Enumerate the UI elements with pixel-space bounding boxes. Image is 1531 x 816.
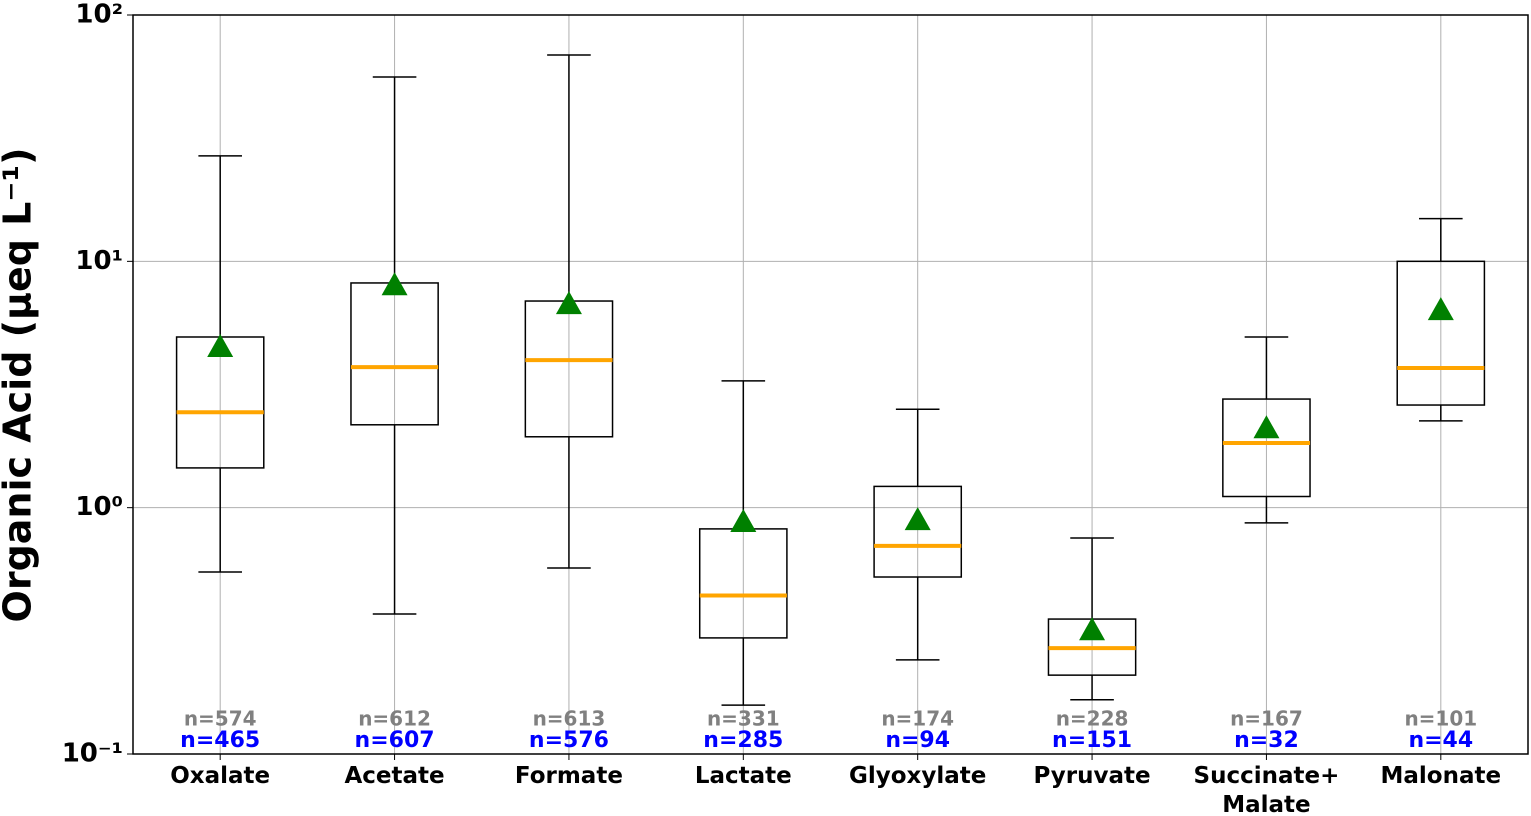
- count-used: n=607: [355, 728, 435, 753]
- count-all: n=331: [707, 707, 780, 731]
- mean-marker: [1427, 297, 1454, 321]
- box: [873, 485, 963, 578]
- count-all: n=174: [881, 707, 954, 731]
- count-used: n=151: [1052, 728, 1132, 753]
- mean-marker: [1253, 415, 1280, 439]
- mean-marker: [730, 508, 757, 532]
- x-tick-label: Glyoxylate: [848, 763, 987, 789]
- count-used: n=576: [529, 728, 609, 753]
- count-used: n=465: [180, 728, 260, 753]
- count-used: n=94: [885, 728, 950, 753]
- count-all: n=574: [184, 707, 257, 731]
- mean-marker: [381, 272, 408, 296]
- y-axis-label: Organic Acid (μeq L⁻¹): [0, 148, 40, 623]
- box: [1222, 398, 1311, 498]
- count-all: n=228: [1056, 707, 1129, 731]
- box: [1396, 260, 1486, 406]
- count-used: n=285: [703, 728, 783, 753]
- plot-frame: [132, 14, 1529, 755]
- x-tick-label: Lactate: [694, 763, 792, 789]
- x-tick-label: Formate: [514, 763, 623, 789]
- y-tick-label: 10¹: [75, 246, 123, 276]
- x-tick-label: Acetate: [344, 763, 445, 789]
- x-tick-label: Succinate+ Malate: [1193, 763, 1340, 816]
- count-used: n=32: [1234, 728, 1299, 753]
- y-tick-label: 10⁻¹: [62, 739, 123, 769]
- y-tick-label: 10²: [75, 0, 123, 30]
- x-tick-label: Pyruvate: [1033, 763, 1151, 789]
- mean-marker: [1079, 617, 1106, 641]
- count-all: n=101: [1404, 707, 1477, 731]
- count-all: n=612: [358, 707, 431, 731]
- count-used: n=44: [1408, 728, 1473, 753]
- y-tick-label: 10⁰: [75, 492, 123, 522]
- x-tick-label: Malonate: [1380, 763, 1502, 789]
- mean-marker: [904, 507, 931, 531]
- mean-marker: [207, 333, 234, 357]
- mean-marker: [555, 291, 582, 315]
- count-all: n=613: [533, 707, 606, 731]
- x-tick-label: Oxalate: [170, 763, 271, 789]
- count-all: n=167: [1230, 707, 1303, 731]
